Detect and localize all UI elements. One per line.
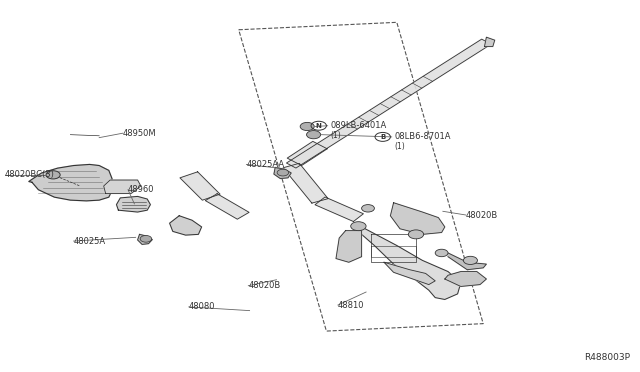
Polygon shape [287,39,491,168]
Polygon shape [138,234,152,244]
Polygon shape [116,196,150,212]
Polygon shape [29,164,112,201]
Polygon shape [358,227,461,299]
Circle shape [362,205,374,212]
Text: 48960: 48960 [128,185,154,194]
Polygon shape [287,141,327,166]
Circle shape [277,169,289,176]
Text: 089LB-6401A: 089LB-6401A [330,121,387,130]
Text: 48080: 48080 [189,302,215,311]
Text: 48020B: 48020B [248,281,280,290]
Polygon shape [336,231,362,262]
Text: R488003P: R488003P [584,353,630,362]
Text: 48950M: 48950M [123,129,157,138]
Text: 48025AA: 48025AA [246,160,285,169]
Text: 48810: 48810 [338,301,364,310]
Polygon shape [315,197,364,221]
Polygon shape [390,203,445,234]
Polygon shape [283,163,328,203]
Polygon shape [484,37,495,46]
Polygon shape [170,216,202,235]
Polygon shape [205,194,249,219]
Circle shape [300,122,314,131]
Circle shape [46,171,60,179]
Polygon shape [384,262,435,285]
Polygon shape [104,180,141,193]
Text: (1): (1) [330,131,341,140]
Text: 48025A: 48025A [74,237,106,246]
Text: 48020B: 48020B [466,211,498,219]
Circle shape [307,131,321,139]
Text: 48020BC(3): 48020BC(3) [5,170,55,179]
Circle shape [435,249,448,257]
Text: 08LB6-8701A: 08LB6-8701A [394,132,451,141]
Text: B: B [380,134,385,140]
Text: (1): (1) [394,142,405,151]
Polygon shape [448,253,486,270]
Circle shape [140,235,152,242]
Circle shape [351,222,366,231]
Polygon shape [180,172,220,200]
Circle shape [408,230,424,239]
Polygon shape [445,272,486,286]
Text: N: N [316,123,322,129]
Circle shape [463,256,477,264]
Polygon shape [274,167,291,179]
